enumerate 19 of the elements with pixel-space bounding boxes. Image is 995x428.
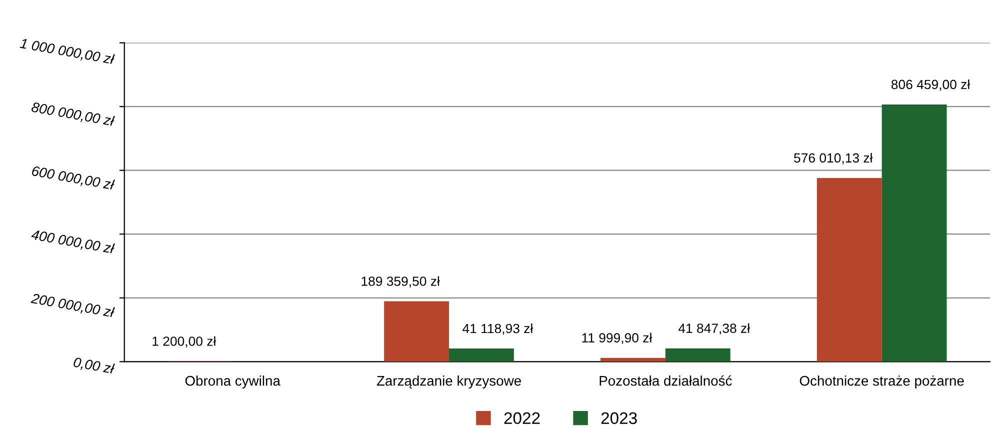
y-tick-label: 600 000,00 zł: [31, 165, 115, 192]
x-tick-label: Zarządzanie kryzysowe: [376, 376, 521, 389]
legend-label: 2022: [504, 412, 540, 424]
x-tick-label: Ochotnicze straże pożarne: [800, 376, 964, 388]
data-label: 41 847,38 zł: [678, 323, 750, 335]
data-label: 41 118,93 zł: [462, 323, 534, 335]
y-tick-label: 400 000,00 zł: [30, 229, 115, 256]
legend-label: 2023: [601, 412, 637, 424]
data-label: 576 010,13 zł: [794, 152, 873, 164]
y-tick-label: 800 000,00 zł: [30, 102, 115, 128]
y-tick-label: 200 000,00 zł: [30, 292, 115, 320]
y-tick-label: 1 000 000,00 zł: [19, 38, 115, 66]
data-label: 11 999,90 zł: [582, 332, 652, 344]
data-label: 1 200,00 zł: [152, 336, 216, 348]
data-label: 189 359,50 zł: [362, 276, 440, 288]
y-tick-label: 0,00 zł: [72, 356, 115, 376]
x-tick-label: Pozostała działalność: [600, 375, 732, 386]
data-label: 806 459,00 zł: [891, 79, 970, 91]
x-tick-label: Obrona cywilna: [185, 376, 280, 388]
